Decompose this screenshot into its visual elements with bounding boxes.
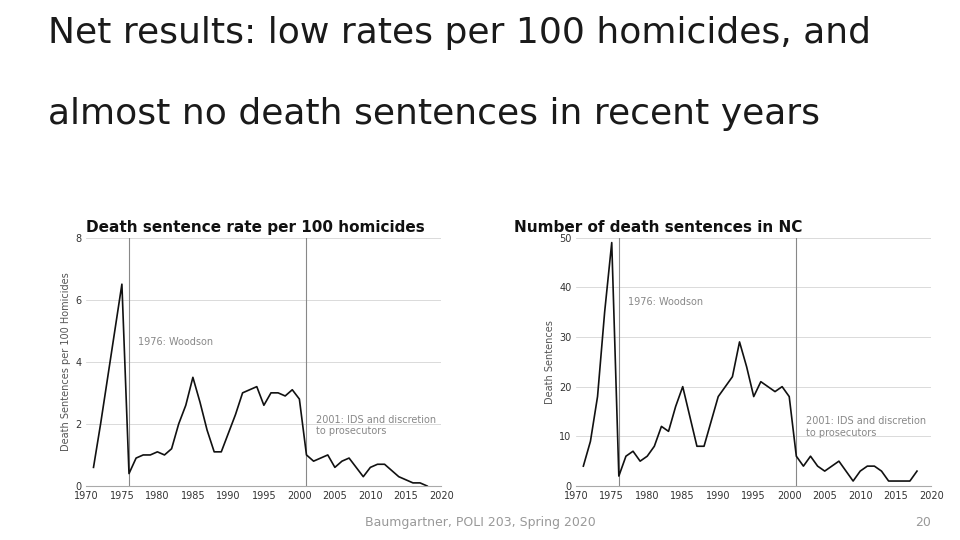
Text: 2001: IDS and discretion
to prosecutors: 2001: IDS and discretion to prosecutors bbox=[805, 416, 925, 438]
Text: Number of death sentences in NC: Number of death sentences in NC bbox=[514, 220, 802, 235]
Text: Baumgartner, POLI 203, Spring 2020: Baumgartner, POLI 203, Spring 2020 bbox=[365, 516, 595, 529]
Text: 2001: IDS and discretion
to prosecutors: 2001: IDS and discretion to prosecutors bbox=[316, 415, 436, 436]
Y-axis label: Death Sentences per 100 Homicides: Death Sentences per 100 Homicides bbox=[61, 272, 71, 451]
Text: Net results: low rates per 100 homicides, and: Net results: low rates per 100 homicides… bbox=[48, 16, 871, 50]
Text: almost no death sentences in recent years: almost no death sentences in recent year… bbox=[48, 97, 820, 131]
Y-axis label: Death Sentences: Death Sentences bbox=[545, 320, 555, 404]
Text: Death sentence rate per 100 homicides: Death sentence rate per 100 homicides bbox=[86, 220, 425, 235]
Text: 1976: Woodson: 1976: Woodson bbox=[138, 337, 213, 347]
Text: 1976: Woodson: 1976: Woodson bbox=[628, 297, 703, 307]
Text: 20: 20 bbox=[915, 516, 931, 529]
